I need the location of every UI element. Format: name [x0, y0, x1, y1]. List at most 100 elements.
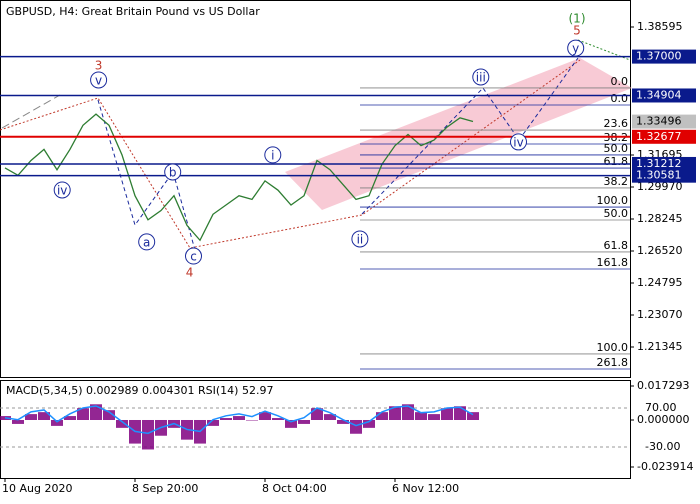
y-tick-label: 0.017293	[637, 379, 690, 392]
fib-label: 261.8	[597, 356, 629, 369]
macd-bar	[220, 418, 232, 420]
level-box	[632, 156, 696, 171]
wave-circle	[90, 71, 108, 89]
macd-bar	[207, 419, 219, 426]
wave-circle	[567, 39, 585, 57]
macd-bar	[428, 414, 440, 420]
macd-bar	[285, 419, 297, 428]
macd-bar	[337, 419, 349, 424]
indicator-frame	[0, 380, 631, 479]
wave-label: y	[572, 42, 579, 56]
macd-bar	[233, 416, 245, 420]
fib-label: 23.6	[604, 117, 629, 130]
level-label: 1.34904	[636, 88, 682, 101]
indicator-title: MACD(5,34,5) 0.002989 0.004301 RSI(14) 5…	[6, 384, 273, 397]
macd-bar	[350, 419, 362, 434]
fib-label: 61.8	[604, 155, 629, 168]
main-frame	[0, 0, 631, 378]
wave-label: 4	[186, 265, 194, 279]
macd-bar	[298, 419, 310, 424]
macd-bar	[311, 408, 323, 420]
wave-circle	[264, 146, 282, 164]
fib-label: 0.0	[611, 92, 629, 105]
fib-label: 161.8	[597, 256, 629, 269]
fib-label: 50.0	[604, 207, 629, 220]
wave-path	[361, 57, 579, 215]
y-tick-label: 1.29970	[637, 180, 683, 193]
level-label: 1.32677	[636, 130, 682, 143]
wave-label: c	[190, 250, 197, 264]
macd-bar	[441, 408, 453, 420]
macd-bar	[467, 412, 479, 420]
level-label: 1.33496	[636, 115, 682, 128]
level-box	[632, 168, 696, 183]
wave-circle	[164, 163, 182, 181]
fib-label: 100.0	[597, 194, 629, 207]
level-label: 1.30581	[636, 169, 682, 182]
wave-label: 3	[95, 58, 103, 72]
y2-tick-label: -30.00	[645, 440, 680, 453]
wave-label: v	[95, 73, 102, 87]
wave-label: iii	[476, 71, 486, 85]
wave-path	[97, 99, 196, 251]
macd-bar	[103, 410, 115, 420]
wave-path	[0, 59, 581, 249]
level-box	[632, 49, 696, 64]
level-box	[632, 114, 696, 129]
macd-bar	[376, 412, 388, 420]
wave-circle	[53, 181, 71, 199]
macd-bar	[389, 406, 401, 420]
wave-label: a	[143, 235, 150, 249]
x-tick-label: 10 Aug 2020	[2, 482, 72, 495]
trend-line	[1, 94, 61, 129]
macd-bar	[116, 419, 128, 428]
wave-circle	[185, 247, 202, 265]
wave-circle	[472, 68, 490, 86]
macd-bar	[142, 419, 154, 450]
macd-bar	[12, 419, 24, 424]
y-tick-label: 1.23070	[637, 308, 683, 321]
y-tick-label: 0.000000	[637, 413, 690, 426]
x-tick-label: 8 Sep 20:00	[132, 482, 198, 495]
level-label: 1.37000	[636, 50, 682, 63]
chart-title: GBPUSD, H4: Great Britain Pound vs US Do…	[6, 5, 260, 18]
macd-bar	[38, 412, 50, 420]
wave-label: iv	[57, 183, 67, 197]
wave-label: b	[169, 165, 177, 179]
macd-bar	[259, 412, 271, 420]
macd-bar	[272, 418, 284, 420]
level-label: 1.31212	[636, 157, 682, 170]
y-tick-label: 1.38595	[637, 20, 683, 33]
wave-circle	[510, 133, 527, 151]
y-tick-label: 1.21345	[637, 340, 683, 353]
wave-label: 5	[573, 24, 581, 38]
fib-label: 61.8	[604, 239, 629, 252]
y2-tick-label: 70.00	[645, 401, 677, 414]
y-tick-label: 1.26520	[637, 244, 683, 257]
y-tick-label: 1.24795	[637, 276, 683, 289]
wave-label: (1)	[569, 12, 586, 26]
wave-path	[577, 39, 631, 61]
x-tick-label: 6 Nov 12:00	[392, 482, 459, 495]
y-tick-label: 1.28245	[637, 212, 683, 225]
level-box	[632, 129, 696, 144]
macd-bar	[77, 408, 89, 420]
wave-circle	[351, 230, 369, 248]
macd-bar	[415, 412, 427, 420]
wave-circle	[138, 233, 156, 251]
wave-label: iv	[513, 135, 523, 149]
wave-label: ii	[357, 232, 364, 246]
fib-label: 100.0	[597, 341, 629, 354]
macd-bar	[454, 406, 466, 420]
macd-bar	[51, 419, 63, 426]
macd-bar	[246, 419, 258, 421]
x-tick-label: 8 Oct 04:00	[262, 482, 327, 495]
macd-bar	[324, 414, 336, 420]
level-box	[632, 88, 696, 103]
fib-label: 38.2	[604, 175, 629, 188]
y-tick-label: -0.023914	[637, 460, 693, 473]
macd-bar	[64, 416, 76, 420]
wave-label: i	[271, 148, 274, 162]
price-line	[4, 113, 474, 242]
macd-bar	[363, 419, 375, 428]
